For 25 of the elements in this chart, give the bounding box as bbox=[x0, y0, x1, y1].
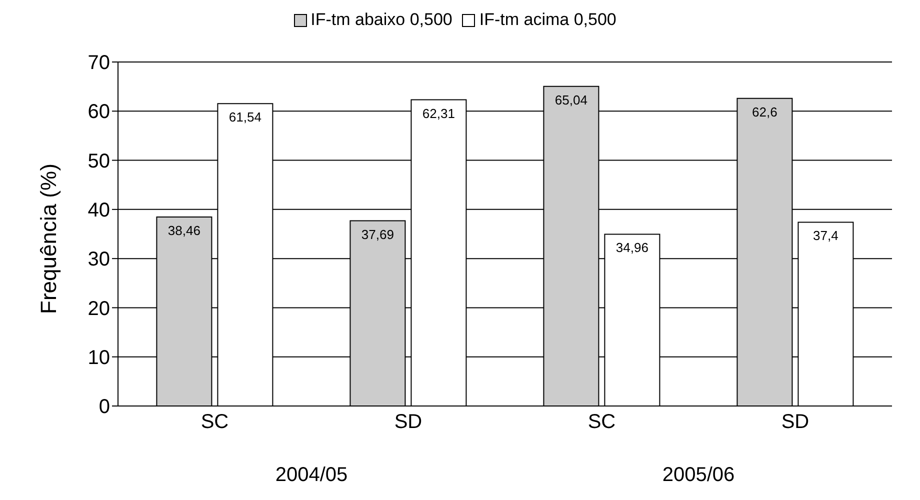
y-tick-label: 30 bbox=[88, 248, 110, 271]
x-tick-label: SC bbox=[200, 411, 229, 434]
data-label: 61,54 bbox=[228, 110, 262, 125]
y-tick-label: 40 bbox=[88, 200, 110, 222]
legend-label: IF-tm abaixo 0,500 bbox=[310, 10, 452, 30]
y-tick-label: 20 bbox=[88, 298, 110, 320]
data-label: 37,69 bbox=[361, 226, 394, 242]
y-tick-label: 10 bbox=[88, 346, 110, 369]
x-tick-label: SD bbox=[394, 411, 422, 434]
x-tick-label: SC bbox=[588, 411, 616, 434]
text: 2005/06 bbox=[661, 464, 736, 487]
legend-label: IF-tm acima 0,500 bbox=[479, 10, 616, 30]
x-tick-label: SD bbox=[781, 411, 810, 434]
data-label: 65,04 bbox=[554, 92, 588, 108]
y-tick-label: 0 bbox=[98, 396, 110, 418]
y-axis-title: Frequência (%) bbox=[36, 164, 61, 314]
data-label: 34,96 bbox=[616, 240, 648, 256]
data-label: 62,6 bbox=[752, 104, 778, 120]
y-tick-label: 50 bbox=[88, 150, 110, 172]
data-label: 62,31 bbox=[422, 106, 455, 121]
text: 2004/05 bbox=[274, 464, 349, 487]
data-label: 38,46 bbox=[168, 222, 200, 238]
y-tick-label: 70 bbox=[88, 52, 110, 74]
y-tick-label: 60 bbox=[88, 101, 110, 124]
data-label: 37,4 bbox=[813, 228, 838, 244]
